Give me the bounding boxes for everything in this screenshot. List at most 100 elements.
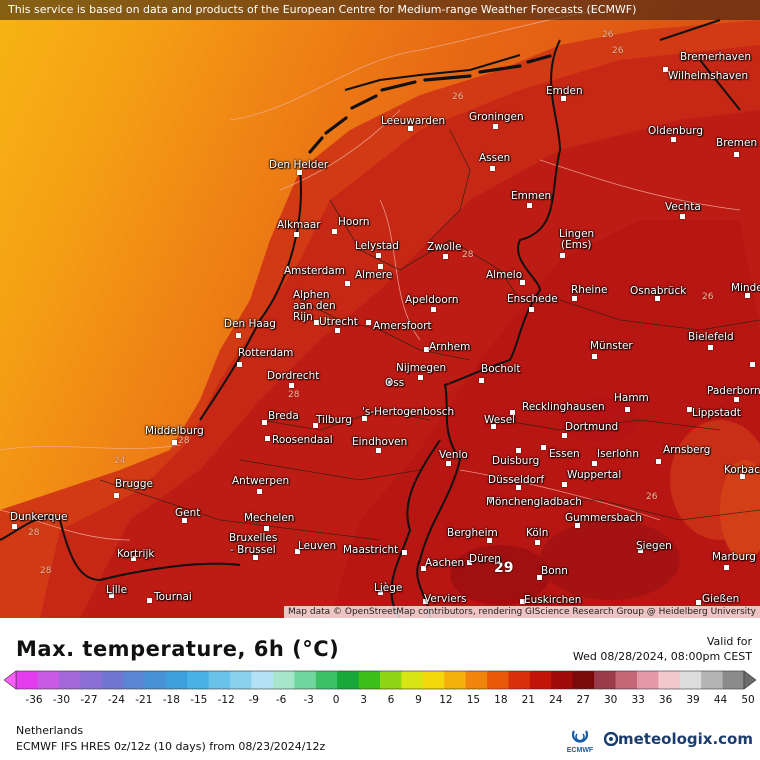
- scale-cell: [465, 671, 488, 689]
- scale-tick-label: 36: [658, 694, 673, 706]
- color-scale-bar: [4, 670, 756, 690]
- ecmwf-logo-text: ECMWF: [567, 747, 594, 754]
- city-label-emden: Emden: [546, 85, 583, 97]
- city-label-brugge: Brugge: [115, 478, 153, 490]
- city-label-breda: Breda: [268, 410, 299, 422]
- valid-date: Wed 08/28/2024, 08:00pm CEST: [572, 650, 752, 663]
- city-label-recklinghausen: Recklinghausen: [522, 401, 605, 413]
- scale-tick-label: 0: [332, 694, 340, 706]
- temperature-field: [0, 0, 760, 618]
- city-label-arnsberg: Arnsberg: [663, 444, 711, 456]
- scale-cell: [165, 671, 188, 689]
- city-label-paderborn: Paderborn: [707, 385, 760, 397]
- city-label-aachen: Aachen: [425, 557, 465, 569]
- contour-label: 24: [114, 456, 126, 466]
- city-label-arnhem: Arnhem: [429, 341, 471, 353]
- city-label-dunkerque: Dunkerque: [10, 511, 68, 523]
- ecmwf-banner: This service is based on data and produc…: [0, 0, 760, 20]
- city-label-wilhelmshaven: Wilhelmshaven: [668, 70, 749, 82]
- scale-tick-label: -30: [52, 694, 71, 706]
- scale-tick-label: -15: [190, 694, 208, 706]
- city-label-alphen-rijn: Rijn: [293, 311, 313, 323]
- scale-tick-label: 21: [521, 694, 535, 706]
- city-label-brussel: - Brussel: [230, 544, 276, 556]
- model-info: ECMWF IFS HRES 0z/12z (10 days) from 08/…: [16, 740, 326, 753]
- city-label-leuven: Leuven: [298, 540, 337, 552]
- city-label-alphen-aan-den: aan den: [293, 300, 336, 312]
- city-label-enschede: Enschede: [507, 293, 558, 305]
- scale-cell: [572, 671, 595, 689]
- scale-cell: [123, 671, 145, 689]
- city-label-roosendaal: Roosendaal: [272, 434, 333, 446]
- contour-label: 28: [28, 528, 40, 538]
- city-label-gent: Gent: [175, 507, 201, 519]
- scale-cell: [272, 671, 295, 689]
- scale-tick-label: 39: [686, 694, 700, 706]
- city-label-leeuwarden: Leeuwarden: [381, 115, 446, 127]
- city-label-den-helder: Den Helder: [269, 159, 329, 171]
- scale-tick-label: 44: [713, 694, 728, 706]
- meteologix-brand: meteologix.com: [603, 730, 753, 748]
- scale-cell: [679, 671, 702, 689]
- scale-cell: [358, 671, 381, 689]
- contour-label: 26: [702, 292, 714, 302]
- scale-max-arrow: [743, 670, 756, 690]
- city-label-amsterdam: Amsterdam: [284, 265, 345, 277]
- scale-tick-label: 27: [576, 694, 590, 706]
- scale-cell: [315, 671, 338, 689]
- ecmwf-logo-icon: ECMWF: [567, 730, 594, 754]
- contour-label: 28: [178, 436, 190, 446]
- city-label-den-haag: Den Haag: [224, 318, 276, 330]
- scale-tick-label: -12: [217, 694, 235, 706]
- city-label-verviers: Verviers: [424, 593, 467, 605]
- scale-cell: [230, 671, 252, 689]
- scale-cell: [80, 671, 103, 689]
- city-label-hamm: Hamm: [614, 392, 649, 404]
- city-label-liege: Liège: [374, 582, 403, 594]
- city-label-oss: Oss: [385, 377, 405, 389]
- scale-cell: [58, 671, 81, 689]
- city-label-mechelen: Mechelen: [244, 512, 295, 524]
- scale-tick-label: 6: [387, 694, 395, 706]
- scale-tick-label: 9: [415, 694, 422, 706]
- scale-cell: [658, 671, 681, 689]
- scale-cell: [551, 671, 574, 689]
- city-label-minden: Minden: [731, 282, 760, 294]
- scale-cell: [101, 671, 124, 689]
- scale-tick-label: 18: [494, 694, 508, 706]
- city-label-maastricht: Maastricht: [343, 544, 399, 556]
- region-label: Netherlands: [16, 724, 84, 737]
- city-label-bocholt: Bocholt: [481, 363, 521, 375]
- city-label-utrecht: Utrecht: [319, 316, 358, 328]
- scale-cell: [187, 671, 210, 689]
- city-label-bonn: Bonn: [541, 565, 568, 577]
- city-label-bruxelles: Bruxelles: [229, 532, 278, 544]
- city-label-essen: Essen: [549, 448, 580, 460]
- city-label-gummersbach: Gummersbach: [565, 512, 643, 524]
- city-label-wuppertal: Wuppertal: [567, 469, 622, 481]
- city-label-oldenburg: Oldenburg: [648, 125, 704, 137]
- city-label-moenchengladbach: Mönchengladbach: [486, 496, 582, 508]
- city-label-alphen: Alphen: [293, 289, 330, 301]
- city-label-eindhoven: Eindhoven: [352, 436, 408, 448]
- scale-tick-label: 33: [631, 694, 645, 706]
- scale-cell: [701, 671, 723, 689]
- city-label-groningen: Groningen: [469, 111, 524, 123]
- scale-min-arrow: [4, 670, 17, 690]
- city-label-korbach: Korbach: [724, 464, 760, 476]
- map-attribution: Map data © OpenStreetMap contributors, r…: [284, 606, 760, 618]
- scale-tick-label: -21: [135, 694, 153, 706]
- scale-tick-label: 30: [604, 694, 618, 706]
- weather-map: This service is based on data and produc…: [0, 0, 760, 618]
- scale-tick-label: 15: [466, 694, 481, 706]
- city-label-rotterdam: Rotterdam: [238, 347, 294, 359]
- city-label-lippstadt: Lippstadt: [692, 407, 741, 419]
- meteologix-logo-icon: [603, 731, 619, 747]
- scale-tick-label: 12: [439, 694, 453, 706]
- city-label-lelystad: Lelystad: [355, 240, 399, 252]
- city-label-lingen: Lingen: [559, 228, 595, 240]
- city-label-kortrijk: Kortrijk: [117, 548, 155, 560]
- city-label-nijmegen: Nijmegen: [396, 362, 447, 374]
- scale-cell: [636, 671, 659, 689]
- city-label-dordrecht: Dordrecht: [267, 370, 320, 382]
